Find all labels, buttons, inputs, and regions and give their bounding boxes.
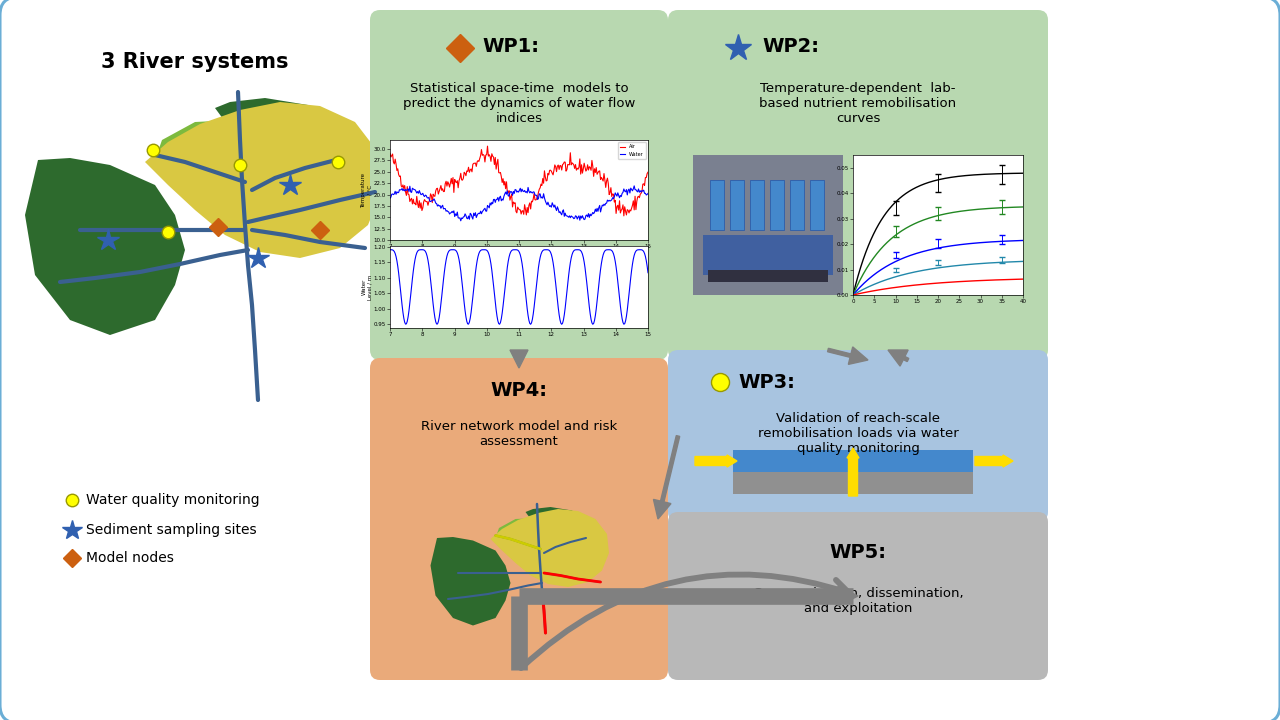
Text: Temperature-dependent  lab-
based nutrient remobilisation
curves: Temperature-dependent lab- based nutrien…	[759, 82, 956, 125]
FancyArrow shape	[828, 586, 858, 606]
Text: River network model and risk
assessment: River network model and risk assessment	[421, 420, 617, 448]
Text: Validation of reach-scale
remobilisation loads via water
quality monitoring: Validation of reach-scale remobilisation…	[758, 412, 959, 455]
FancyBboxPatch shape	[668, 350, 1048, 522]
FancyArrow shape	[828, 347, 868, 364]
Bar	[733, 450, 973, 472]
Bar	[708, 270, 828, 282]
Text: WP3:: WP3:	[739, 372, 795, 392]
Text: WP1:: WP1:	[483, 37, 539, 55]
Bar	[710, 180, 724, 230]
Bar	[733, 472, 973, 494]
FancyArrow shape	[695, 455, 737, 467]
Bar	[750, 180, 764, 230]
FancyArrow shape	[975, 455, 1012, 467]
Bar	[771, 180, 783, 230]
Bar	[810, 180, 824, 230]
Text: 3 River systems: 3 River systems	[101, 52, 289, 72]
FancyArrow shape	[509, 350, 529, 368]
FancyArrow shape	[847, 448, 859, 496]
FancyBboxPatch shape	[668, 10, 1048, 360]
Text: Statistical space-time  models to
predict the dynamics of water flow
indices: Statistical space-time models to predict…	[403, 82, 635, 125]
FancyBboxPatch shape	[668, 512, 1048, 680]
FancyArrow shape	[888, 350, 909, 366]
Polygon shape	[145, 102, 381, 258]
Bar	[730, 180, 744, 230]
Text: WP4:: WP4:	[490, 380, 548, 400]
Text: Sediment sampling sites: Sediment sampling sites	[86, 523, 256, 537]
FancyBboxPatch shape	[370, 10, 668, 360]
FancyArrow shape	[654, 436, 680, 519]
Text: Communication, dissemination,
and exploitation: Communication, dissemination, and exploi…	[753, 587, 964, 615]
Polygon shape	[495, 518, 563, 563]
Polygon shape	[26, 158, 186, 335]
Polygon shape	[155, 120, 291, 210]
Text: Model nodes: Model nodes	[86, 551, 174, 565]
Polygon shape	[215, 98, 346, 185]
FancyBboxPatch shape	[692, 155, 844, 295]
Polygon shape	[526, 507, 590, 551]
FancyBboxPatch shape	[370, 358, 668, 680]
Text: WP5:: WP5:	[829, 542, 887, 562]
Bar	[790, 180, 804, 230]
Polygon shape	[430, 537, 511, 626]
Polygon shape	[490, 509, 609, 587]
Bar	[703, 235, 833, 275]
Text: Water quality monitoring: Water quality monitoring	[86, 493, 260, 507]
Text: WP2:: WP2:	[762, 37, 819, 55]
